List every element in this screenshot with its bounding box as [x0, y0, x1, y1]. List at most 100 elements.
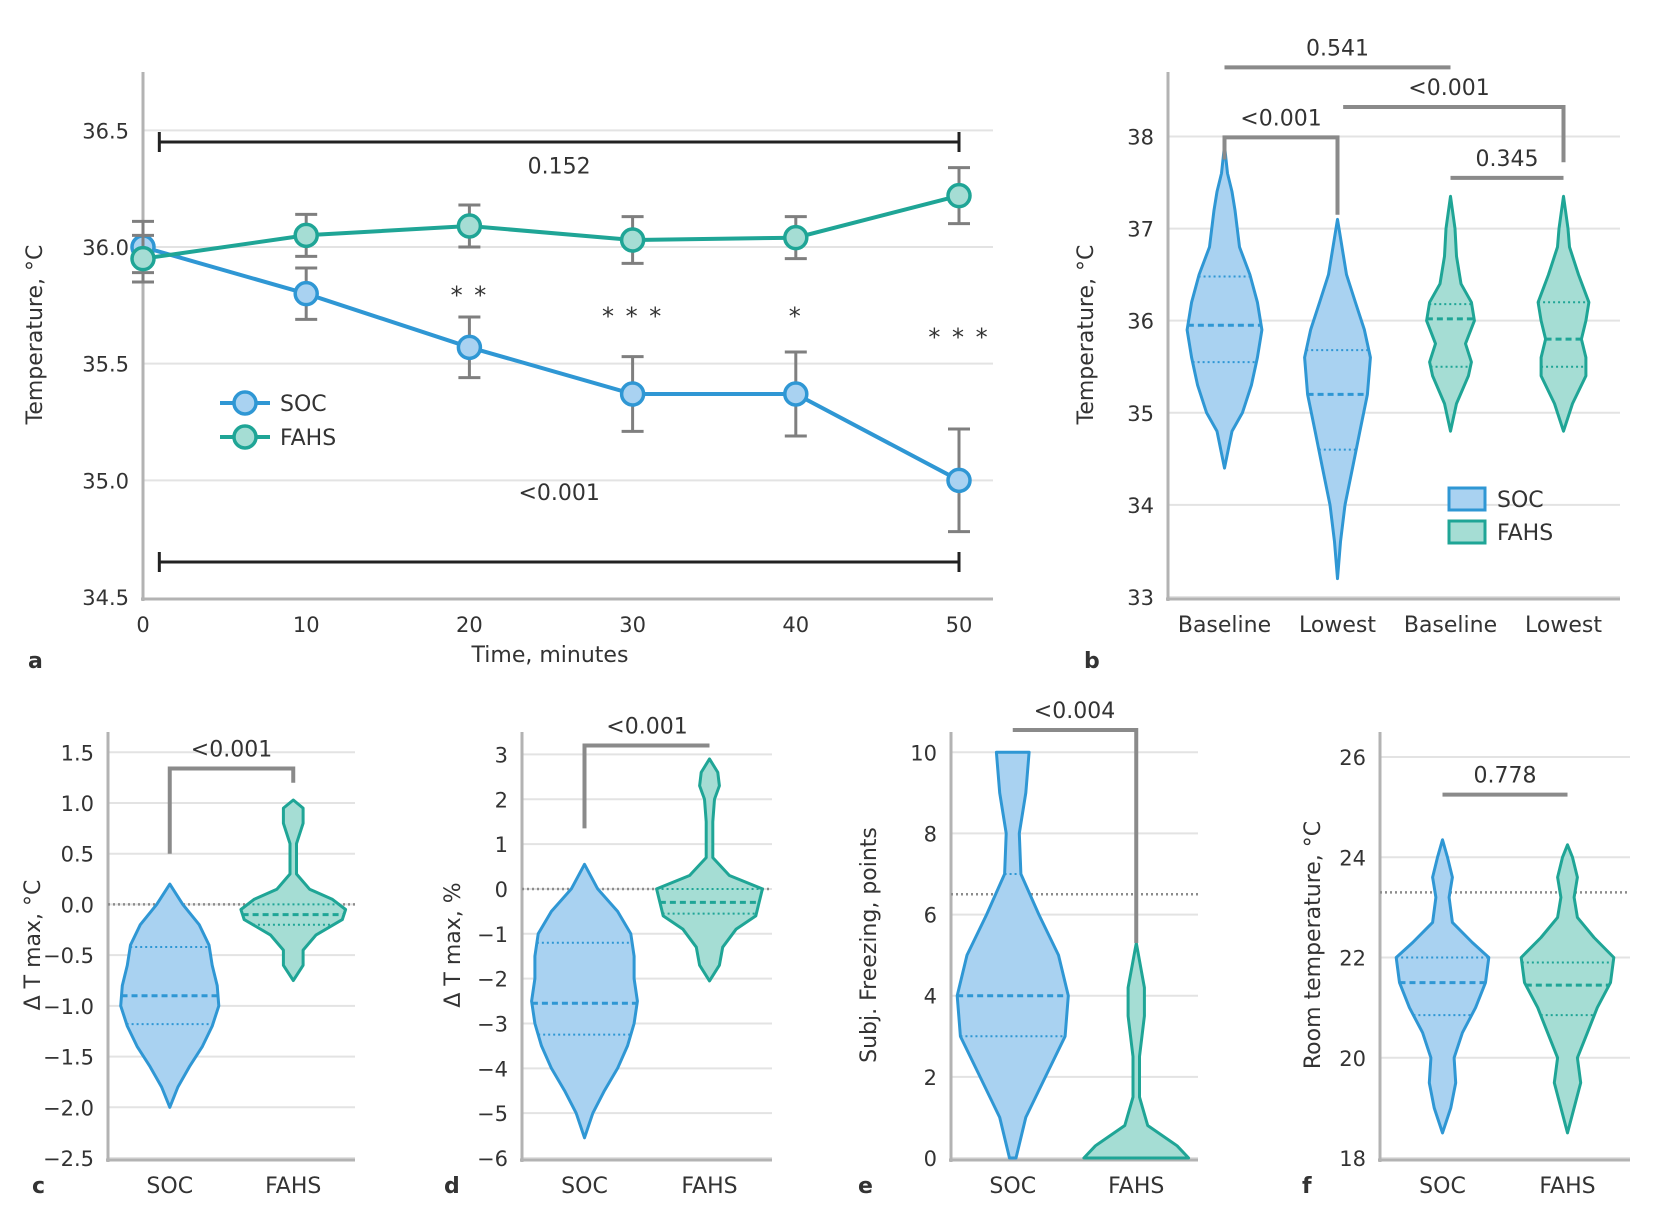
y-axis-label: Temperature, °C: [23, 245, 48, 426]
violin-fahs: [1082, 941, 1191, 1160]
violin-fahs: [1536, 194, 1591, 433]
y-tick-label: −5: [477, 1102, 508, 1126]
y-tick-label: 10: [910, 741, 937, 765]
x-category-label: SOC: [561, 1174, 608, 1199]
p-value-label: <0.001: [191, 738, 272, 763]
y-tick-label: 38: [1127, 125, 1154, 149]
panel-a-chart: a 34.5 35.0 35.5 36.0 36.5 Temperature, °C 0 10…: [23, 72, 993, 674]
x-category-label: SOC: [989, 1174, 1036, 1199]
x-category-label: FAHS: [1108, 1174, 1164, 1199]
panel-b-chart: b 33 34 35 36 37 38 Temperature, °C Baseline Low…: [1074, 36, 1620, 674]
y-tick-label: 0.5: [61, 843, 94, 867]
series-line-fahs: [142, 193, 960, 261]
y-tick-label: 36: [1127, 310, 1154, 334]
x-category-label: Lowest: [1299, 613, 1376, 638]
violin-soc: [1303, 217, 1372, 581]
y-tick-label: −3: [477, 1012, 508, 1036]
significance-bracket: [1222, 135, 1340, 215]
p-value-label: 0.541: [1306, 36, 1369, 61]
panel-a-letter: a: [28, 649, 43, 674]
y-tick-label: 2: [924, 1066, 937, 1090]
y-tick-label: −0.5: [43, 944, 94, 968]
significance-bracket: [582, 743, 710, 829]
violin-soc: [119, 882, 221, 1109]
y-tick-label: 2: [495, 788, 508, 812]
x-tick-label: 10: [293, 613, 320, 637]
panel-e-letter: e: [858, 1174, 873, 1199]
x-category-label: FAHS: [1539, 1174, 1595, 1199]
y-axis-label: Temperature, °C: [1074, 245, 1099, 426]
y-tick-label: 8: [924, 822, 937, 846]
data-point-fahs: [946, 182, 972, 209]
panel-c-chart: c −2.5 −2.0 −1.5 −1.0 −0.5 0.0 0.5 1.0 1.5 Δ T ma…: [21, 732, 355, 1199]
panel-f-chart: f 18 20 22 24 26 Room temperature, °C SOC FAHS 0…: [1301, 732, 1630, 1199]
y-tick-label: 1: [495, 833, 508, 857]
y-tick-label: 36.5: [82, 119, 129, 143]
y-axis-label: Subj. Freezing, points: [857, 827, 882, 1063]
data-point-soc: [293, 280, 319, 307]
x-category-label: Baseline: [1178, 613, 1271, 638]
x-tick-label: 0: [136, 613, 149, 637]
y-tick-label: 20: [1339, 1047, 1366, 1071]
panel-c-letter: c: [32, 1174, 45, 1199]
y-tick-label: 0: [924, 1147, 937, 1171]
p-value-label: <0.001: [518, 481, 599, 506]
significance-asterisks: * * *: [928, 324, 989, 352]
legend-marker-soc: [232, 390, 258, 416]
y-tick-label: 24: [1339, 846, 1366, 870]
violin-fahs: [1425, 194, 1476, 433]
data-point-soc: [619, 381, 646, 407]
y-tick-label: 34.5: [82, 586, 129, 610]
y-tick-label: 34: [1127, 494, 1154, 518]
y-tick-label: 0: [495, 878, 508, 902]
p-value-label: <0.001: [1240, 106, 1321, 131]
data-point-fahs: [130, 245, 156, 272]
y-tick-label: 22: [1339, 947, 1366, 971]
x-axis-label: Time, minutes: [471, 643, 629, 668]
significance-asterisks: * *: [451, 282, 489, 310]
data-point-fahs: [783, 224, 809, 251]
panel-b-letter: b: [1084, 649, 1100, 674]
x-category-label: FAHS: [681, 1174, 737, 1199]
y-tick-label: 3: [495, 743, 508, 767]
y-tick-label: −4: [477, 1057, 508, 1081]
y-tick-label: −2.5: [43, 1147, 94, 1171]
y-axis-label: Room temperature, °C: [1301, 821, 1326, 1069]
legend-label: SOC: [280, 392, 327, 417]
panel-d-letter: d: [444, 1174, 460, 1199]
p-value-label: 0.345: [1476, 147, 1539, 172]
x-tick-label: 30: [619, 613, 646, 637]
violin-soc: [1394, 838, 1491, 1135]
y-tick-label: 26: [1339, 746, 1366, 770]
y-tick-label: 1.5: [61, 741, 94, 765]
y-tick-label: −1.5: [43, 1046, 94, 1070]
x-category-label: Lowest: [1525, 613, 1602, 638]
y-tick-label: 35.5: [82, 353, 129, 377]
legend-label: SOC: [1497, 488, 1544, 513]
violin-fahs: [1519, 843, 1616, 1135]
p-value-label: <0.001: [1408, 76, 1489, 101]
legend-swatch-fahs: [1447, 519, 1487, 545]
legend-label: FAHS: [280, 426, 336, 451]
panel-e-chart: e 0 2 4 6 8 10 Subj. Freezing, points SOC FAHS <0…: [857, 699, 1198, 1199]
legend-label: FAHS: [1497, 521, 1553, 546]
series-line-soc: [142, 245, 960, 483]
violin-soc: [530, 862, 639, 1140]
y-tick-label: 1.0: [61, 792, 94, 816]
y-tick-label: −1.0: [43, 995, 94, 1019]
data-point-soc: [946, 467, 972, 494]
legend-swatch-soc: [1447, 486, 1487, 512]
violin-soc: [955, 750, 1070, 1160]
y-tick-label: −1: [477, 923, 508, 947]
significance-asterisks: *: [789, 303, 803, 331]
panel-f-letter: f: [1302, 1174, 1312, 1199]
violin-fahs: [239, 798, 348, 982]
p-value-label: <0.004: [1034, 699, 1115, 724]
y-axis-label: Δ T max, °C: [21, 880, 46, 1011]
x-category-label: Baseline: [1404, 613, 1497, 638]
y-tick-label: −6: [477, 1147, 508, 1171]
x-tick-label: 20: [456, 613, 483, 637]
data-point-fahs: [456, 213, 483, 239]
x-tick-label: 50: [946, 613, 973, 637]
